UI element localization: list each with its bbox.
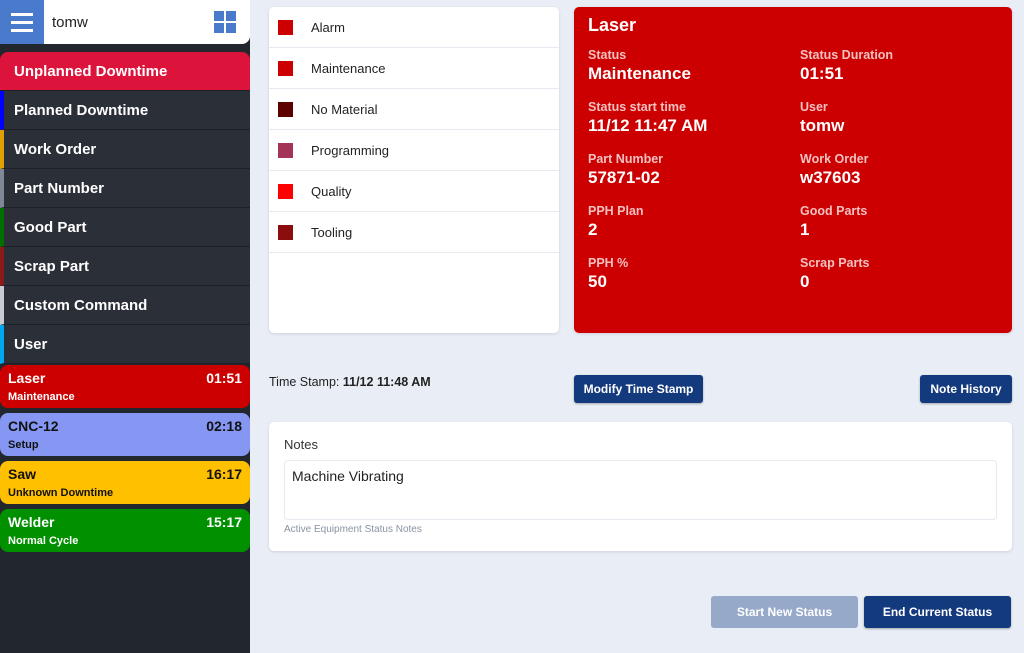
status-option[interactable]: Tooling (269, 212, 559, 253)
color-swatch (278, 60, 293, 76)
equipment-name: CNC-12 (8, 418, 59, 434)
menu-item[interactable]: Planned Downtime (0, 91, 250, 130)
color-swatch (278, 224, 293, 240)
field-value: 2 (588, 220, 598, 239)
equipment-title: Laser (588, 15, 637, 35)
detail-field: User tomw (800, 100, 998, 136)
equipment-time: 15:17 (206, 514, 242, 530)
equipment-name: Laser (8, 370, 46, 386)
field-value: tomw (800, 116, 845, 135)
modify-time-stamp-button[interactable]: Modify Time Stamp (574, 375, 703, 403)
command-menu: Unplanned Downtime Planned Downtime Work O… (0, 52, 250, 364)
equipment-status: Setup (8, 439, 39, 451)
field-label: PPH Plan (588, 204, 644, 218)
start-new-status-button[interactable]: Start New Status (711, 596, 858, 628)
field-value: 1 (800, 220, 810, 239)
field-label: Scrap Parts (800, 256, 870, 270)
menu-item[interactable]: Good Part (0, 208, 250, 247)
color-swatch (278, 19, 293, 35)
equipment-detail-card: Laser Status Maintenance Status Duration 01… (574, 7, 1012, 333)
detail-field: Status Maintenance (588, 48, 800, 84)
field-label: Part Number (588, 152, 664, 166)
top-bar: tomw (0, 0, 250, 44)
status-label: Programming (311, 142, 390, 158)
menu-item[interactable]: Custom Command (0, 286, 250, 325)
equipment-time: 01:51 (206, 370, 242, 386)
detail-field: Scrap Parts 0 (800, 256, 998, 292)
time-stamp: Time Stamp: 11/12 11:48 AM (269, 375, 431, 389)
field-value: 57871-02 (588, 168, 660, 187)
notes-card: Notes Machine Vibrating Active Equipment… (269, 422, 1012, 551)
detail-field: Status start time 11/12 11:47 AM (588, 100, 800, 136)
status-option[interactable]: No Material (269, 89, 559, 130)
status-list: Alarm Maintenance No Material Programming Qu… (269, 7, 559, 333)
notes-hint: Active Equipment Status Notes (284, 524, 422, 535)
status-option[interactable]: Programming (269, 130, 559, 171)
notes-textarea[interactable]: Machine Vibrating (284, 460, 997, 520)
field-label: Status (588, 48, 627, 62)
equipment-status: Maintenance (8, 391, 75, 403)
note-history-button[interactable]: Note History (920, 375, 1012, 403)
notes-label: Notes (284, 437, 318, 452)
hamburger-icon[interactable] (0, 0, 44, 44)
detail-field: PPH Plan 2 (588, 204, 800, 240)
color-swatch (278, 101, 293, 117)
equipment-status: Normal Cycle (8, 535, 79, 547)
field-value: Maintenance (588, 64, 691, 83)
detail-field: Part Number 57871-02 (588, 152, 800, 188)
color-swatch (278, 183, 293, 199)
equipment-item[interactable]: Saw 16:17 Unknown Downtime (0, 461, 250, 504)
field-label: PPH % (588, 256, 629, 270)
equipment-item[interactable]: Laser 01:51 Maintenance (0, 365, 250, 408)
menu-item[interactable]: Unplanned Downtime (0, 52, 250, 91)
status-label: Maintenance (311, 60, 386, 76)
field-value: 0 (800, 272, 810, 291)
field-value: 50 (588, 272, 607, 291)
equipment-status: Unknown Downtime (8, 487, 114, 499)
sidebar: tomw Unplanned Downtime Planned Downtime W… (0, 0, 250, 653)
grid-icon[interactable] (214, 11, 236, 33)
status-label: Alarm (311, 19, 345, 35)
menu-item[interactable]: Work Order (0, 130, 250, 169)
username: tomw (52, 13, 88, 31)
menu-item[interactable]: Part Number (0, 169, 250, 208)
detail-field: Work Order w37603 (800, 152, 998, 188)
menu-item[interactable]: User (0, 325, 250, 364)
field-label: Good Parts (800, 204, 868, 218)
status-option[interactable]: Alarm (269, 7, 559, 48)
field-label: Work Order (800, 152, 869, 166)
field-value: 11/12 11:47 AM (588, 116, 708, 135)
detail-field: PPH % 50 (588, 256, 800, 292)
status-option[interactable]: Quality (269, 171, 559, 212)
status-option[interactable]: Maintenance (269, 48, 559, 89)
equipment-name: Saw (8, 466, 37, 482)
status-label: Quality (311, 183, 352, 199)
status-label: Tooling (311, 224, 353, 240)
field-label: User (800, 100, 828, 114)
time-stamp-value: 11/12 11:48 AM (342, 375, 431, 389)
equipment-time: 02:18 (206, 418, 242, 434)
field-value: 01:51 (800, 64, 844, 83)
equipment-item[interactable]: Welder 15:17 Normal Cycle (0, 509, 250, 552)
field-label: Status start time (588, 100, 686, 114)
time-stamp-label: Time Stamp: (269, 375, 340, 389)
end-current-status-button[interactable]: End Current Status (864, 596, 1011, 628)
field-label: Status Duration (800, 48, 894, 62)
status-label: No Material (311, 101, 378, 117)
field-value: w37603 (800, 168, 861, 187)
detail-field: Status Duration 01:51 (800, 48, 998, 84)
equipment-item[interactable]: CNC-12 02:18 Setup (0, 413, 250, 456)
equipment-name: Welder (8, 514, 55, 530)
color-swatch (278, 142, 293, 158)
detail-field: Good Parts 1 (800, 204, 998, 240)
menu-item[interactable]: Scrap Part (0, 247, 250, 286)
equipment-time: 16:17 (206, 466, 242, 482)
